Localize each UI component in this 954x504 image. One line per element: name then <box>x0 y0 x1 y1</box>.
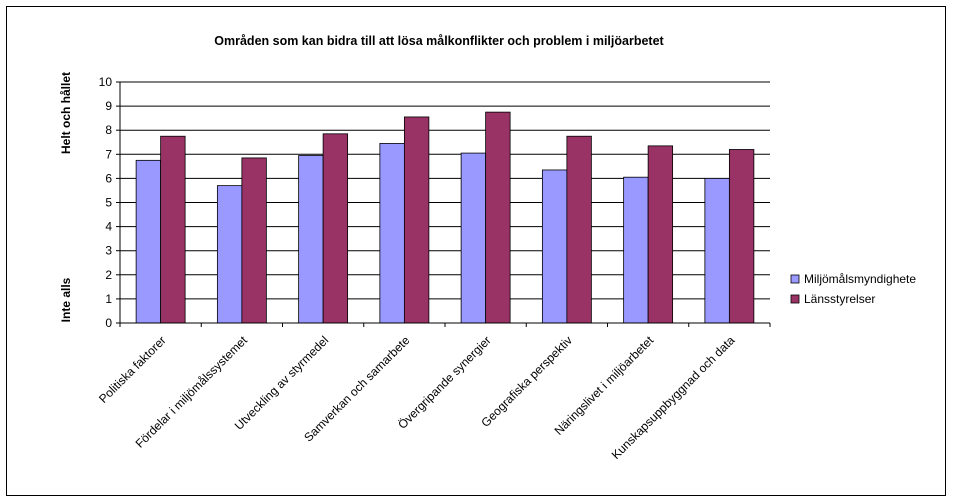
x-tick-label: Geografiska perspektiv <box>478 333 575 430</box>
y-axis-label-top: Helt och hållet <box>59 72 73 154</box>
y-tick-label: 9 <box>105 99 112 113</box>
bar-series2 <box>403 116 430 324</box>
bar-series2 <box>485 111 511 324</box>
bar-series1 <box>216 185 243 324</box>
bar-series2 <box>647 145 674 324</box>
y-tick-label: 4 <box>105 220 112 234</box>
y-tick-label: 3 <box>105 244 112 258</box>
bar-series2 <box>241 157 267 324</box>
x-tick-label: Politiska faktorer <box>96 333 169 406</box>
legend-swatch <box>790 274 800 284</box>
y-tick-label: 1 <box>105 292 112 306</box>
bar-series1 <box>135 159 162 324</box>
bar-series1 <box>623 176 649 324</box>
y-tick-label: 5 <box>105 196 112 210</box>
bar-series1 <box>379 143 405 324</box>
bar-series1 <box>541 169 568 324</box>
y-tick-label: 10 <box>99 75 113 89</box>
bar-series2 <box>566 135 592 324</box>
y-tick-label: 8 <box>105 123 112 137</box>
x-tick-label: Utveckling av styrmedel <box>232 333 332 433</box>
bar-series2 <box>728 149 755 324</box>
legend-swatch <box>790 294 800 304</box>
chart-frame: Områden som kan bidra till att lösa målk… <box>6 6 946 496</box>
chart-title: Områden som kan bidra till att lösa målk… <box>214 34 664 48</box>
y-tick-label: 2 <box>105 268 112 282</box>
bar-series1 <box>460 152 487 324</box>
bar-series1 <box>298 155 324 324</box>
bar-series1 <box>704 177 730 324</box>
bar-chart: Områden som kan bidra till att lösa målk… <box>59 34 916 462</box>
bar-series2 <box>160 135 186 324</box>
y-tick-label: 6 <box>105 171 112 185</box>
y-tick-label: 7 <box>105 147 112 161</box>
bar-series2 <box>322 133 349 324</box>
y-tick-label: 0 <box>105 316 112 330</box>
legend-label: Miljömålsmyndighete <box>804 272 916 286</box>
x-tick-label: Övergripande synergier <box>395 333 494 432</box>
y-axis-label-bottom: Inte alls <box>59 277 73 322</box>
legend-label: Länsstyrelser <box>804 292 875 306</box>
